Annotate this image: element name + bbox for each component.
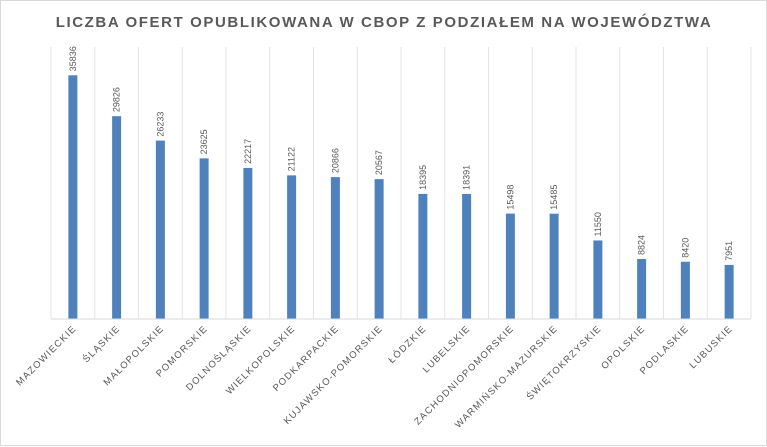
bar	[287, 175, 297, 319]
bar	[505, 213, 515, 319]
bar	[112, 116, 122, 319]
data-label: 8420	[680, 238, 690, 258]
bar	[330, 177, 340, 319]
category-labels: MAZOWIECKIE ŚLĄSKIEMAŁOPOLSKIEPOMORSKIEDO…	[14, 323, 735, 431]
data-label: 18395	[418, 165, 428, 190]
category-label: OPOLSKIE	[599, 323, 648, 372]
bar	[724, 264, 734, 319]
category-label: ŚWIĘTOKRZYSKIE	[524, 323, 604, 403]
category-label: MAZOWIECKIE	[14, 323, 79, 388]
bar	[549, 213, 559, 319]
bar	[418, 193, 428, 319]
data-label: 20866	[330, 148, 340, 173]
bar	[462, 193, 472, 319]
data-labels: 35836 29826 26233 23625 22217 21122 20866 20567…	[68, 46, 734, 261]
data-label: 7951	[724, 241, 734, 261]
bar	[680, 261, 690, 319]
data-label: 26233	[155, 112, 165, 137]
bar	[155, 140, 165, 319]
category-label: ŚLĄSKIE	[80, 323, 122, 365]
data-label: 15498	[505, 185, 515, 210]
bar	[243, 167, 253, 319]
bar	[593, 240, 603, 319]
data-label: 21122	[287, 147, 297, 171]
chart-title: LICZBA OFERT OPUBLIKOWANA W CBOP Z PODZI…	[56, 13, 713, 31]
data-label: 11550	[593, 212, 603, 236]
bar	[199, 158, 209, 319]
bar	[637, 258, 647, 319]
data-label: 15485	[549, 185, 559, 210]
data-label: 22217	[243, 139, 253, 164]
data-label: 35836	[68, 46, 78, 71]
category-label: ŁÓDZKIE	[387, 323, 429, 365]
gridlines	[50, 47, 752, 319]
data-label: 23625	[199, 129, 209, 154]
data-label: 20567	[374, 150, 384, 175]
bars	[68, 75, 734, 319]
data-label: 8824	[637, 235, 647, 255]
category-label: LUBUSKIE	[687, 323, 735, 371]
data-label: 29826	[112, 87, 122, 112]
bar	[68, 75, 78, 319]
bar	[374, 179, 384, 319]
data-label: 18391	[462, 165, 472, 190]
